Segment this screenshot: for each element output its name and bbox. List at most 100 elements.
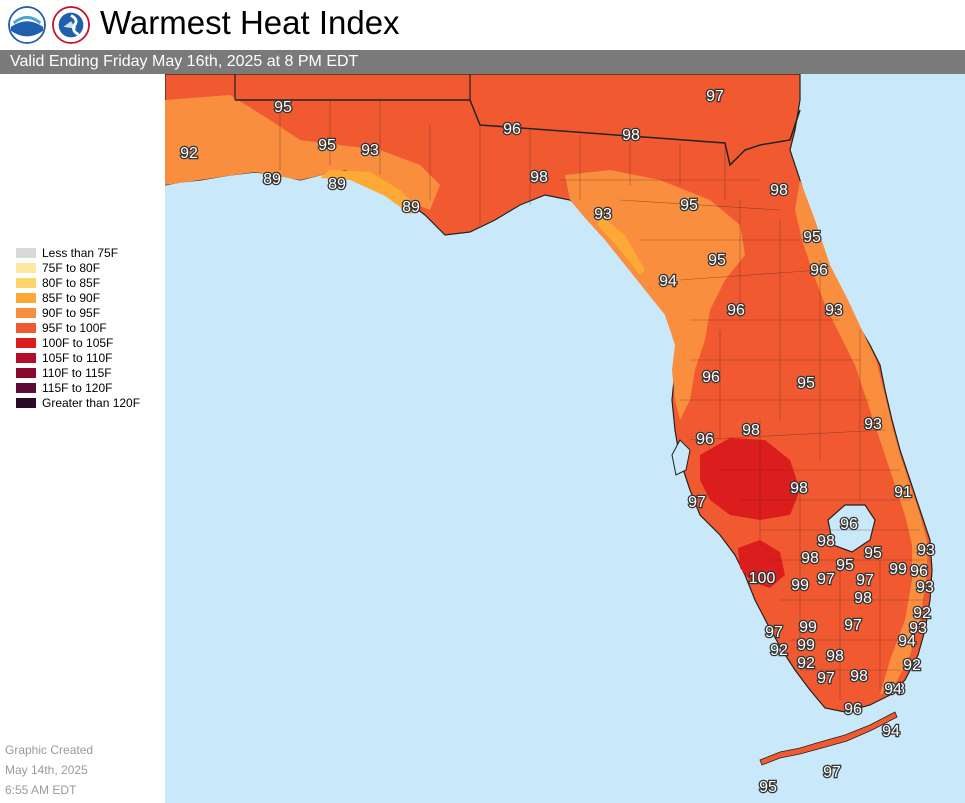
legend-item: 75F to 80F: [16, 260, 140, 275]
heat-index-value: 95: [759, 779, 777, 796]
heat-index-value: 93: [825, 302, 843, 319]
heat-index-value: 97: [765, 624, 783, 641]
heat-index-value: 95: [797, 375, 815, 392]
heat-index-value: 97: [823, 764, 841, 781]
heat-index-value: 94: [898, 633, 916, 650]
legend-item: 110F to 115F: [16, 365, 140, 380]
heat-index-value: 98: [622, 127, 640, 144]
heat-index-value: 99: [797, 637, 815, 654]
legend-item: 90F to 95F: [16, 305, 140, 320]
heat-index-value: 95: [708, 252, 726, 269]
legend-label: 100F to 105F: [42, 335, 114, 350]
legend-item: 85F to 90F: [16, 290, 140, 305]
heat-index-value: 100: [749, 570, 776, 587]
county-lines: [279, 100, 925, 700]
heat-index-value: 89: [328, 176, 346, 193]
footer-line-1: Graphic Created: [5, 743, 94, 757]
heat-index-value: 92: [913, 605, 931, 622]
heat-index-value: 98: [790, 480, 808, 497]
heat-index-value: 95: [836, 557, 854, 574]
page-title: Warmest Heat Index: [100, 4, 400, 41]
legend-swatch: [16, 307, 36, 318]
heat-index-value: 93: [909, 620, 927, 637]
heat-index-value: 97: [706, 88, 724, 105]
heat-index-value: 98: [850, 668, 868, 685]
heat-index-value: 97: [844, 617, 862, 634]
zone-90-95-east-coast: [795, 180, 928, 695]
heat-index-value: 97: [817, 571, 835, 588]
valid-time-text: Valid Ending Friday May 16th, 2025 at 8 …: [10, 53, 359, 70]
legend-label: Less than 75F: [42, 245, 119, 260]
heat-index-value: 98: [742, 422, 760, 439]
georgia-florida-border: [235, 99, 801, 167]
heat-index-value: 95: [318, 137, 336, 154]
legend-item: 100F to 105F: [16, 335, 140, 350]
heat-index-value: 97: [688, 494, 706, 511]
legend-swatch: [16, 277, 36, 288]
heat-index-value: 96: [844, 701, 862, 718]
heat-index-value: 97: [856, 572, 874, 589]
heat-index-value: 96: [810, 262, 828, 279]
heat-index-value: 95: [680, 197, 698, 214]
header: Warmest Heat Index: [0, 0, 965, 50]
tampa-bay: [671, 439, 691, 476]
heat-index-value: 93: [361, 142, 379, 159]
heat-index-value: 94: [882, 723, 900, 740]
legend-label: Greater than 120F: [42, 395, 141, 410]
noaa-logo: [8, 6, 46, 44]
heat-index-value: 91: [894, 484, 912, 501]
heat-index-value: 95: [274, 99, 292, 116]
heat-index-value: 98: [530, 169, 548, 186]
heat-index-value: 98: [826, 648, 844, 665]
zone-85-90-coast: [320, 170, 420, 214]
legend-label: 75F to 80F: [42, 260, 101, 275]
footer-line-2: May 14th, 2025: [5, 763, 88, 777]
legend-swatch: [16, 397, 36, 408]
valid-time-bar: Valid Ending Friday May 16th, 2025 at 8 …: [0, 50, 965, 74]
legend-label: 90F to 95F: [42, 305, 101, 320]
heat-index-value: 98: [854, 590, 872, 607]
legend-label: 110F to 115F: [42, 365, 112, 380]
heat-index-value: 98: [801, 550, 819, 567]
heat-index-value: 94: [659, 273, 677, 290]
legend-swatch: [16, 337, 36, 348]
heat-index-value: 92: [180, 145, 198, 162]
florida-keys: [759, 711, 898, 766]
heat-index-value: 99: [791, 577, 809, 594]
heat-index-value: 92: [797, 655, 815, 672]
heat-index-value: 94: [884, 681, 902, 698]
heat-index-value: 98: [817, 533, 835, 550]
zone-85-90-bigbend-coast: [598, 215, 645, 275]
heat-index-value: 89: [402, 199, 420, 216]
heat-index-value: 97: [817, 670, 835, 687]
legend-swatch: [16, 247, 36, 258]
heat-index-value: 96: [727, 302, 745, 319]
legend-swatch: [16, 367, 36, 378]
legend-item: Less than 75F: [16, 245, 140, 260]
heat-index-value: 96: [910, 563, 928, 580]
heat-index-value: 96: [696, 431, 714, 448]
heat-index-value: 98: [887, 681, 905, 698]
legend-label: 95F to 100F: [42, 320, 107, 335]
legend-label: 80F to 85F: [42, 275, 101, 290]
legend-item: 115F to 120F: [16, 380, 140, 395]
zone-100-105-southwest: [738, 540, 785, 588]
footer-line-3: 6:55 AM EDT: [5, 783, 77, 797]
legend: Less than 75F 75F to 80F 80F to 85F 85F to …: [16, 245, 140, 410]
heat-index-value: 93: [916, 579, 934, 596]
legend-label: 85F to 90F: [42, 290, 101, 305]
legend-item: 95F to 100F: [16, 320, 140, 335]
heat-index-value: 98: [770, 182, 788, 199]
heat-index-value: 96: [840, 516, 858, 533]
heat-index-value: 99: [799, 619, 817, 636]
zone-100-105-central-west: [700, 438, 800, 520]
legend-swatch: [16, 262, 36, 273]
heat-index-value: 93: [594, 206, 612, 223]
heat-index-value: 92: [770, 642, 788, 659]
legend-swatch: [16, 382, 36, 393]
heat-index-value: 93: [917, 542, 935, 559]
alabama-georgia-border: [234, 74, 471, 100]
nws-logo: [52, 6, 90, 44]
